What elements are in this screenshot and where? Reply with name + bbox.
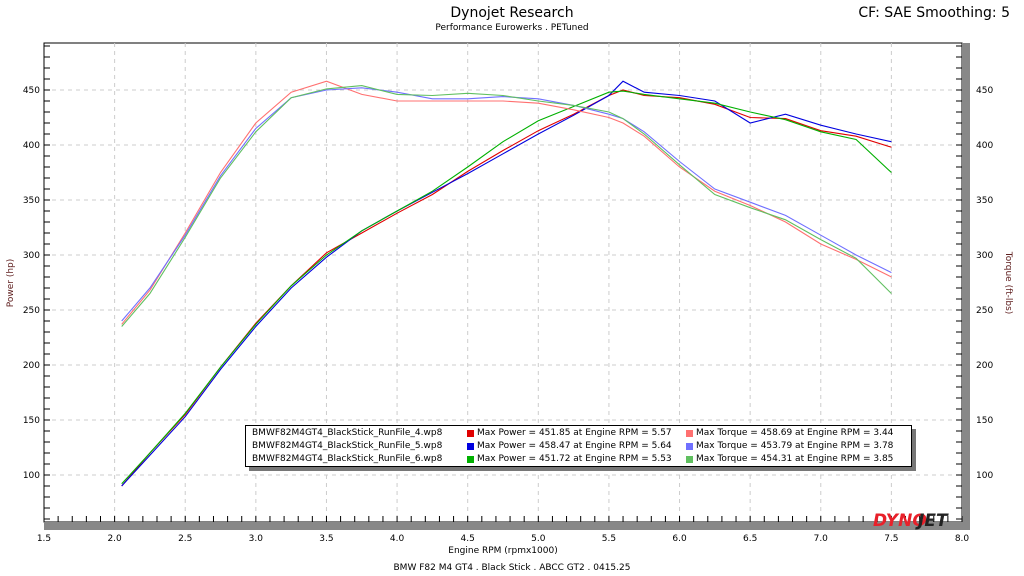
legend-torque-swatch xyxy=(686,443,693,450)
legend-power-swatch xyxy=(467,443,474,450)
y-tick-label: 200 xyxy=(23,361,40,371)
legend-max-power: Max Power = 458.47 at Engine RPM = 5.64 xyxy=(477,441,672,451)
y2-tick-label: 450 xyxy=(976,86,993,96)
x-tick-label: 6.0 xyxy=(672,534,687,544)
x-tick-label: 3.5 xyxy=(319,534,333,544)
legend-run-name: BMWF82M4GT4_BlackStick_RunFile_5.wp8 xyxy=(252,441,443,451)
x-tick-label: 1.5 xyxy=(37,534,51,544)
legend-torque-swatch xyxy=(686,430,693,437)
x-tick-label: 6.5 xyxy=(743,534,757,544)
y-tick-label: 250 xyxy=(23,306,40,316)
chart-title: Dynojet Research xyxy=(450,5,574,21)
x-tick-label: 7.0 xyxy=(814,534,829,544)
legend-max-torque: Max Torque = 454.31 at Engine RPM = 3.85 xyxy=(696,454,894,464)
y2-tick-label: 150 xyxy=(976,416,993,426)
legend-power-swatch xyxy=(467,456,474,463)
y2-tick-label: 400 xyxy=(976,141,993,151)
x-tick-label: 2.5 xyxy=(178,534,192,544)
chart-footer: BMW F82 M4 GT4 . Black Stick . ABCC GT2 … xyxy=(393,563,631,573)
legend-torque-swatch xyxy=(686,456,693,463)
series-line-torque-4 xyxy=(121,80,892,325)
legend-run-name: BMWF82M4GT4_BlackStick_RunFile_4.wp8 xyxy=(252,428,443,438)
legend-row: BMWF82M4GT4_BlackStick_RunFile_6.wp8 Max… xyxy=(246,453,911,466)
legend-max-power: Max Power = 451.72 at Engine RPM = 5.53 xyxy=(477,454,672,464)
x-tick-label: 4.5 xyxy=(461,534,475,544)
y-axis-label: Power (hp) xyxy=(6,259,16,308)
y-tick-label: 450 xyxy=(23,86,40,96)
x-tick-label: 8.0 xyxy=(955,534,970,544)
x-tick-label: 7.5 xyxy=(884,534,898,544)
y-tick-label: 100 xyxy=(23,471,40,481)
y2-tick-label: 200 xyxy=(976,361,993,371)
y-tick-label: 150 xyxy=(23,416,40,426)
legend-max-power: Max Power = 451.85 at Engine RPM = 5.57 xyxy=(477,428,672,438)
x-tick-label: 3.0 xyxy=(249,534,264,544)
legend-row: BMWF82M4GT4_BlackStick_RunFile_5.wp8 Max… xyxy=(246,440,911,453)
y-tick-label: 350 xyxy=(23,196,40,206)
series-line-power-4 xyxy=(121,89,892,487)
legend-max-torque: Max Torque = 453.79 at Engine RPM = 3.78 xyxy=(696,441,894,451)
x-axis-label: Engine RPM (rpmx1000) xyxy=(448,546,557,556)
y2-tick-label: 350 xyxy=(976,196,993,206)
x-tick-label: 5.0 xyxy=(531,534,546,544)
legend-row: BMWF82M4GT4_BlackStick_RunFile_4.wp8 Max… xyxy=(246,427,911,440)
y2-axis-label: Torque (ft-lbs) xyxy=(1003,251,1013,315)
legend: BMWF82M4GT4_BlackStick_RunFile_4.wp8 Max… xyxy=(245,425,912,467)
x-tick-label: 4.0 xyxy=(390,534,405,544)
legend-run-name: BMWF82M4GT4_BlackStick_RunFile_6.wp8 xyxy=(252,454,443,464)
legend-max-torque: Max Torque = 458.69 at Engine RPM = 3.44 xyxy=(696,428,894,438)
y-tick-label: 300 xyxy=(23,251,40,261)
x-tick-label: 2.0 xyxy=(107,534,122,544)
legend-power-swatch xyxy=(467,430,474,437)
series-line-power-6 xyxy=(121,90,892,485)
dynojet-logo: DYNO xyxy=(873,511,927,531)
correction-factor: CF: SAE Smoothing: 5 xyxy=(858,5,1010,21)
series-line-power-5 xyxy=(121,80,892,487)
chart-subtitle: Performance Eurowerks . PETuned xyxy=(435,23,589,33)
series-line-torque-6 xyxy=(121,85,892,327)
y-tick-label: 400 xyxy=(23,141,40,151)
frame-right xyxy=(962,43,970,530)
dynojet-logo-jet: JET xyxy=(915,511,949,531)
frame-bottom xyxy=(44,522,970,530)
y2-tick-label: 100 xyxy=(976,471,993,481)
y2-tick-label: 250 xyxy=(976,306,993,316)
x-tick-label: 5.5 xyxy=(602,534,616,544)
y2-tick-label: 300 xyxy=(976,251,993,261)
